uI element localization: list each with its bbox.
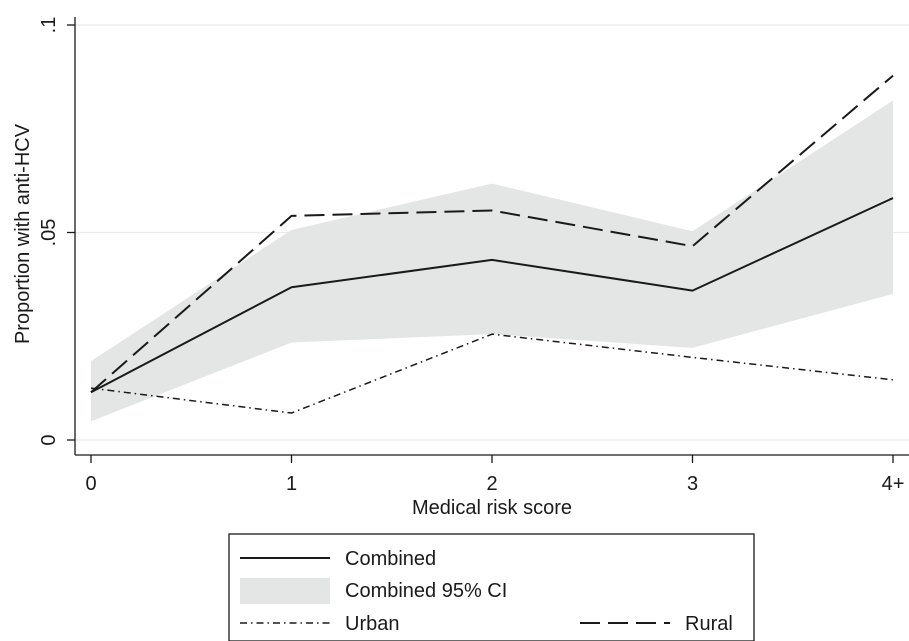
y-tick-label-1: .05 xyxy=(38,219,60,247)
series-line-urban xyxy=(90,333,894,414)
y-tick-label-2: .1 xyxy=(38,17,60,34)
legend-label-rural: Rural xyxy=(685,613,733,635)
x-tick-label-1: 1 xyxy=(286,473,297,495)
legend-key-ci xyxy=(240,578,330,604)
legend-label-combined: Combined xyxy=(345,548,436,570)
ci-band xyxy=(91,100,893,422)
x-tick-label-3: 3 xyxy=(687,473,698,495)
series-line-combined xyxy=(90,197,894,394)
y-tick-label-0: 0 xyxy=(38,434,60,445)
ci-band-layer xyxy=(91,100,893,422)
x-tick-label-4: 4+ xyxy=(882,473,905,495)
y-axis-title: Proportion with anti-HCV xyxy=(12,123,34,344)
legend-label-ci: Combined 95% CI xyxy=(345,580,507,602)
legend: Combined Combined 95% CI Urban Rural xyxy=(228,533,755,641)
ticks: 0 1 2 3 4+ 0 .05 .1 xyxy=(38,17,904,495)
x-tick-label-2: 2 xyxy=(486,473,497,495)
x-tick-label-0: 0 xyxy=(85,473,96,495)
series-line-rural xyxy=(90,74,894,394)
x-axis-title: Medical risk score xyxy=(412,497,572,519)
legend-label-urban: Urban xyxy=(345,613,399,635)
series-layer xyxy=(90,74,894,414)
